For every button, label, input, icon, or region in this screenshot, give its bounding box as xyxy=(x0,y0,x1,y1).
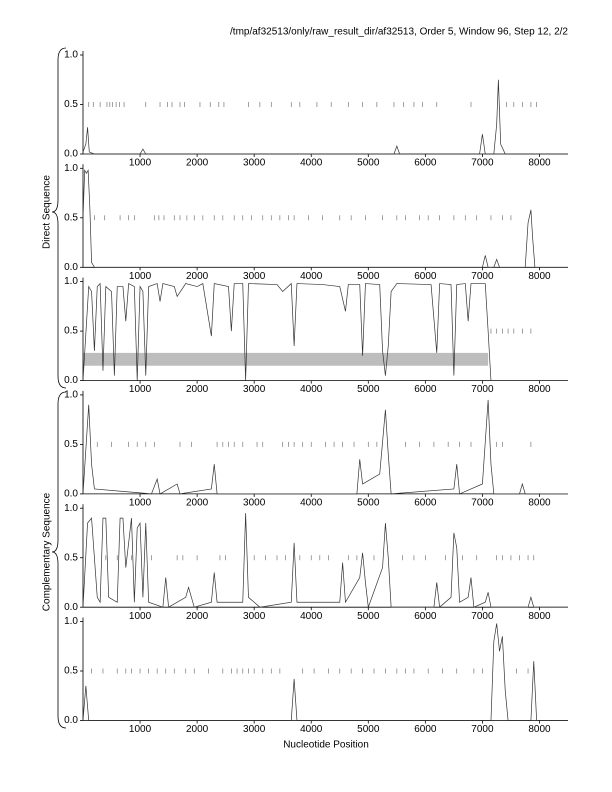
probability-line xyxy=(82,623,568,721)
y-tick-label: 0.5 xyxy=(64,439,78,450)
x-tick-label: 7000 xyxy=(471,158,494,169)
x-tick-label: 6000 xyxy=(414,384,437,395)
y-tick-label: 0.0 xyxy=(64,375,78,386)
x-tick-label: 4000 xyxy=(300,724,323,735)
x-tick-label: 7000 xyxy=(471,724,494,735)
x-tick-label: 6000 xyxy=(414,158,437,169)
x-tick-label: 1000 xyxy=(129,498,152,509)
chart-title: /tmp/af32513/only/raw_result_dir/af32513… xyxy=(230,27,568,38)
x-tick-label: 3000 xyxy=(243,158,266,169)
y-tick-label: 0.5 xyxy=(64,212,78,223)
x-tick-label: 8000 xyxy=(528,384,551,395)
y-tick-label: 0.5 xyxy=(64,552,78,563)
probability-line xyxy=(82,399,568,495)
group-brace xyxy=(51,391,67,729)
x-tick-label: 7000 xyxy=(471,611,494,622)
group-label: Complementary Sequence xyxy=(42,492,53,611)
x-tick-label: 1000 xyxy=(129,271,152,282)
y-tick-label: 0.0 xyxy=(64,489,78,500)
highlight-band xyxy=(83,352,489,366)
probability-line xyxy=(82,79,568,155)
y-tick-label: 0.0 xyxy=(64,715,78,726)
x-tick-label: 4000 xyxy=(300,498,323,509)
group-brace xyxy=(51,47,67,389)
x-tick-label: 2000 xyxy=(186,158,209,169)
x-tick-label: 5000 xyxy=(357,611,380,622)
x-tick-label: 8000 xyxy=(528,611,551,622)
x-tick-label: 3000 xyxy=(243,611,266,622)
x-tick-label: 2000 xyxy=(186,724,209,735)
x-tick-label: 5000 xyxy=(357,384,380,395)
x-tick-label: 7000 xyxy=(471,498,494,509)
y-tick-label: 0.5 xyxy=(64,326,78,337)
y-tick-label: 1.0 xyxy=(64,163,78,174)
x-tick-label: 4000 xyxy=(300,271,323,282)
x-axis-label: Nucleotide Position xyxy=(283,740,369,751)
y-tick-label: 0.5 xyxy=(64,666,78,677)
x-tick-label: 5000 xyxy=(357,158,380,169)
x-tick-label: 3000 xyxy=(243,498,266,509)
y-tick-label: 1.0 xyxy=(64,503,78,514)
y-tick-label: 1.0 xyxy=(64,390,78,401)
y-tick-label: 1.0 xyxy=(64,50,78,61)
x-tick-label: 3000 xyxy=(243,384,266,395)
group-label: Direct Sequence xyxy=(42,175,53,249)
x-tick-label: 6000 xyxy=(414,271,437,282)
x-tick-label: 7000 xyxy=(471,271,494,282)
x-tick-label: 5000 xyxy=(357,271,380,282)
x-tick-label: 2000 xyxy=(186,611,209,622)
y-tick-label: 1.0 xyxy=(64,276,78,287)
x-tick-label: 2000 xyxy=(186,498,209,509)
probability-line xyxy=(82,282,568,381)
x-tick-label: 2000 xyxy=(186,271,209,282)
x-tick-label: 6000 xyxy=(414,611,437,622)
x-tick-label: 1000 xyxy=(129,611,152,622)
x-tick-label: 7000 xyxy=(471,384,494,395)
y-tick-label: 0.0 xyxy=(64,149,78,160)
x-tick-label: 8000 xyxy=(528,271,551,282)
x-tick-label: 2000 xyxy=(186,384,209,395)
y-tick-label: 0.5 xyxy=(64,99,78,110)
x-tick-label: 1000 xyxy=(129,158,152,169)
x-tick-label: 6000 xyxy=(414,498,437,509)
probability-line xyxy=(82,169,568,268)
y-tick-label: 1.0 xyxy=(64,616,78,627)
x-tick-label: 5000 xyxy=(357,498,380,509)
probability-line xyxy=(82,513,568,608)
y-tick-label: 0.0 xyxy=(64,262,78,273)
x-tick-label: 1000 xyxy=(129,384,152,395)
x-tick-label: 4000 xyxy=(300,158,323,169)
x-tick-label: 6000 xyxy=(414,724,437,735)
x-tick-label: 1000 xyxy=(129,724,152,735)
x-tick-label: 8000 xyxy=(528,158,551,169)
x-tick-label: 8000 xyxy=(528,724,551,735)
y-tick-label: 0.0 xyxy=(64,602,78,613)
axis-frame xyxy=(82,504,568,608)
x-tick-label: 3000 xyxy=(243,271,266,282)
x-tick-label: 3000 xyxy=(243,724,266,735)
x-tick-label: 4000 xyxy=(300,384,323,395)
x-tick-label: 5000 xyxy=(357,724,380,735)
x-tick-label: 4000 xyxy=(300,611,323,622)
axis-frame xyxy=(82,164,568,268)
x-tick-label: 8000 xyxy=(528,498,551,509)
